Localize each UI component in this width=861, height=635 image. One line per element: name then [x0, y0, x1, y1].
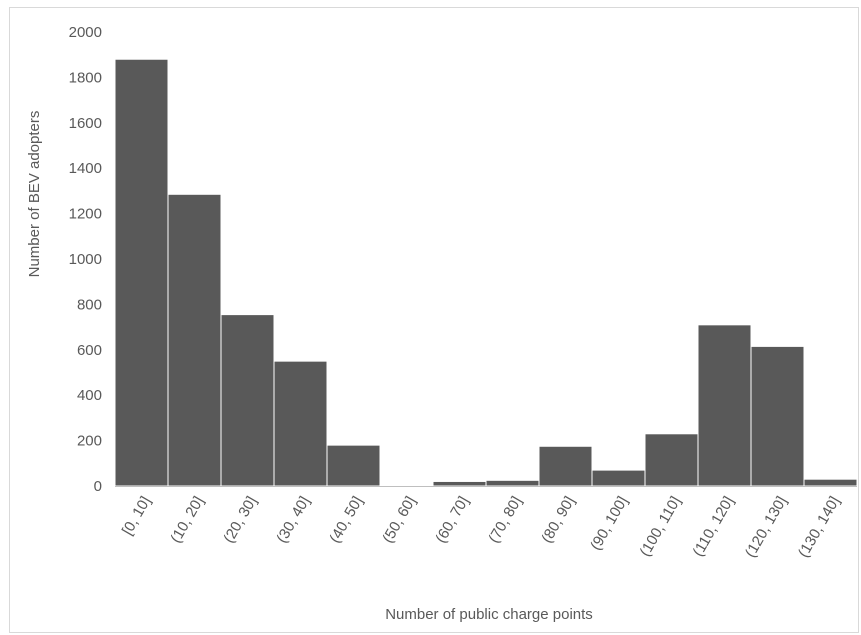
x-tick-label: (110, 120]: [689, 493, 737, 559]
x-tick-label: (90, 100]: [587, 493, 631, 553]
x-tick-label: (70, 80]: [485, 493, 525, 546]
bar: [644, 433, 699, 487]
y-tick-label: 1600: [69, 115, 102, 132]
y-tick-label: 1000: [69, 251, 102, 268]
bar: [114, 58, 169, 487]
bar: [750, 345, 805, 487]
bar: [803, 478, 858, 487]
y-tick-label: 1400: [69, 160, 102, 177]
y-axis-ticks: 0 200 400 600 800 1000 1200 1400 1600 1800 2000: [69, 24, 102, 495]
x-tick-label: [0, 10]: [119, 493, 155, 538]
bar: [167, 193, 222, 487]
x-tick-label: (40, 50]: [326, 493, 366, 546]
y-tick-label: 800: [77, 296, 102, 313]
x-axis-ticks: [0, 10] (10, 20] (20, 30] (30, 40] (40, 50] (…: [119, 493, 844, 560]
y-tick-label: 1800: [69, 69, 102, 86]
bars: [114, 58, 858, 487]
x-tick-label: (60, 70]: [432, 493, 472, 546]
bar: [538, 445, 593, 487]
y-axis-title: Number of BEV adopters: [26, 111, 43, 278]
y-tick-label: 400: [77, 387, 102, 404]
y-tick-label: 0: [94, 478, 102, 495]
y-tick-label: 600: [77, 342, 102, 359]
x-tick-label: (10, 20]: [167, 493, 207, 546]
y-tick-label: 2000: [69, 24, 102, 41]
x-tick-label: (50, 60]: [379, 493, 419, 546]
y-tick-label: 200: [77, 433, 102, 450]
bar: [432, 480, 487, 487]
bar: [326, 444, 381, 487]
bar: [273, 360, 328, 487]
x-axis-title: Number of public charge points: [385, 606, 593, 623]
x-tick-label: (20, 30]: [220, 493, 260, 546]
bar: [591, 469, 646, 487]
bar: [697, 324, 752, 487]
x-tick-label: (120, 130]: [742, 493, 791, 560]
x-tick-label: (30, 40]: [273, 493, 313, 546]
x-tick-label: (100, 110]: [636, 493, 684, 559]
bar: [220, 314, 275, 487]
y-tick-label: 1200: [69, 206, 102, 223]
x-tick-label: (130, 140]: [795, 493, 844, 560]
bar: [485, 479, 540, 487]
x-tick-label: (80, 90]: [538, 493, 578, 546]
